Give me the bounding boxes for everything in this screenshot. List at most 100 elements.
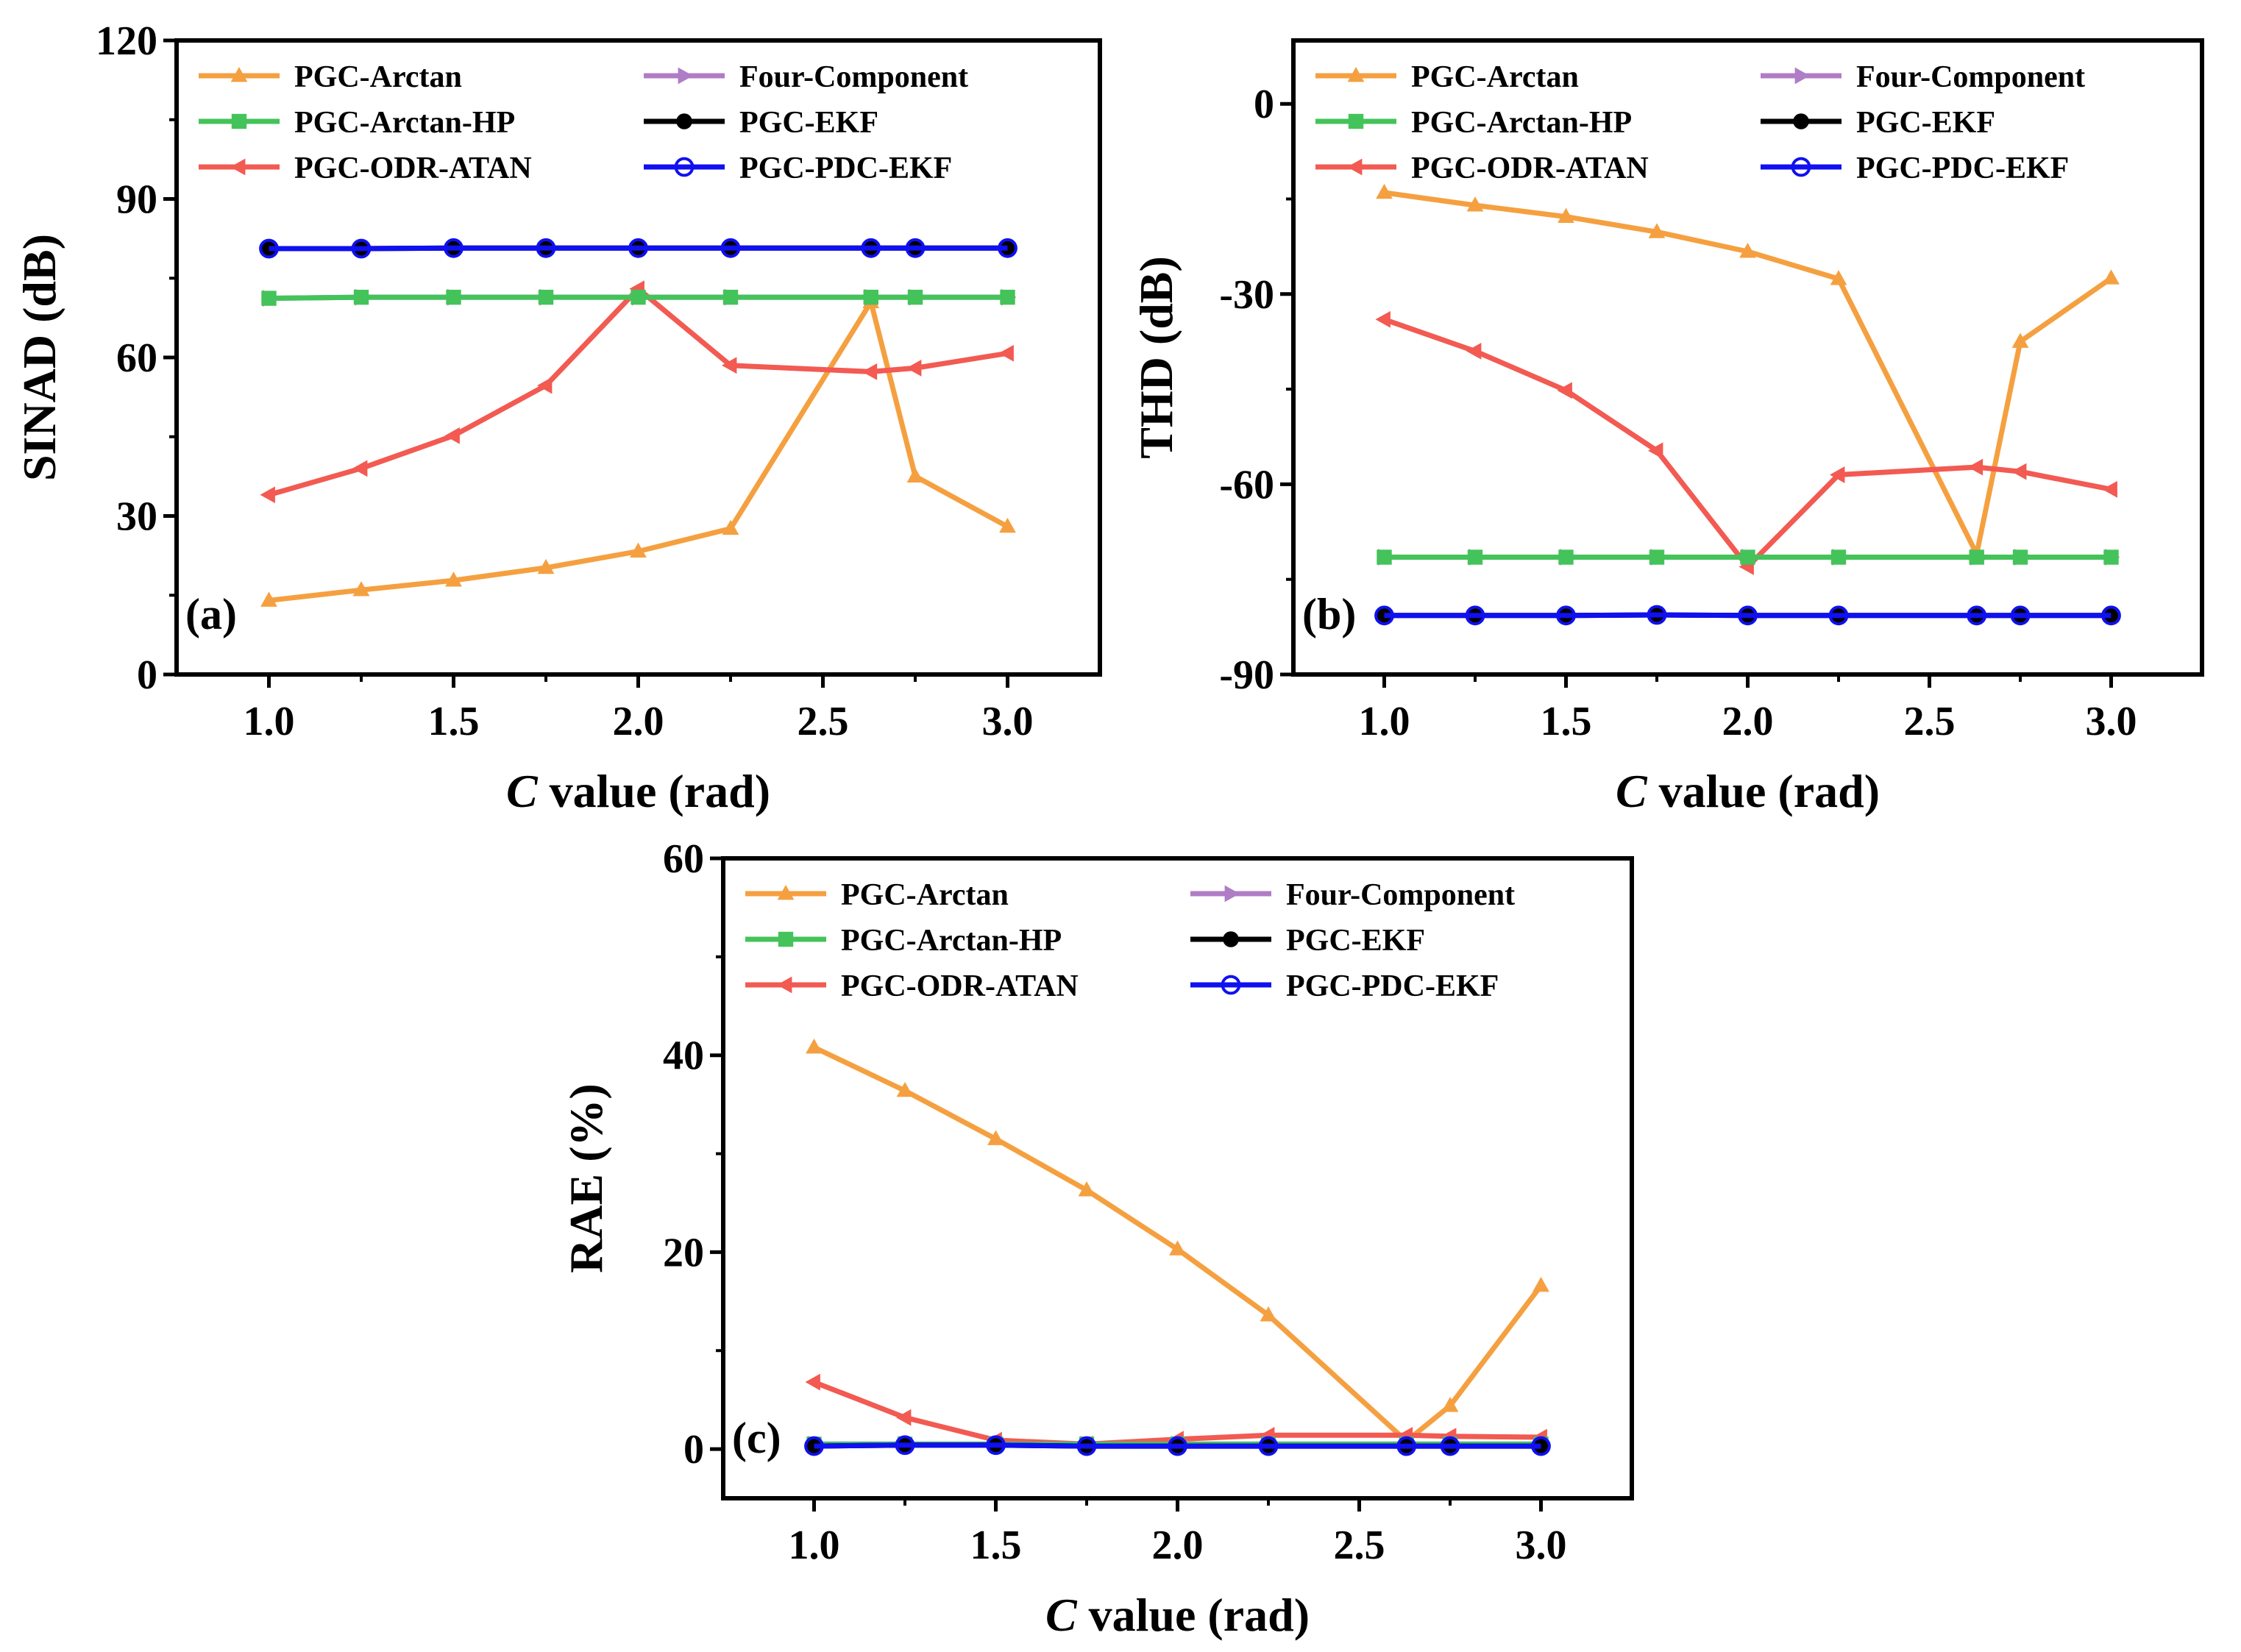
data-point (1376, 183, 1393, 199)
legend-label: PGC-EKF (1286, 924, 1425, 958)
data-point (896, 1081, 914, 1097)
legend-item: PGC-EKF (1761, 106, 1995, 140)
x-tick-label: 2.0 (613, 699, 664, 744)
data-point (1466, 342, 1482, 360)
data-point (1374, 605, 1394, 626)
series-pgc-odr-atan (1375, 310, 2117, 575)
y-axis-title: SINAD (dB) (13, 234, 65, 481)
legend-marker (678, 67, 693, 85)
data-point (538, 289, 554, 305)
x-tick-label: 1.0 (789, 1523, 840, 1568)
data-point (1557, 382, 1572, 399)
data-point (806, 1038, 823, 1054)
data-point (1169, 1240, 1186, 1256)
y-tick-label: -30 (1219, 272, 1274, 318)
series-line (1383, 316, 2112, 569)
series-pgc-pdc-ekf (1374, 605, 2121, 626)
y-tick-label: 0 (137, 652, 157, 698)
data-point (351, 238, 372, 259)
data-point (259, 238, 279, 259)
data-point (2012, 549, 2028, 565)
data-point (1260, 1306, 1277, 1322)
panel-label: (c) (732, 1414, 781, 1462)
data-point (861, 238, 881, 258)
data-point (1465, 605, 1485, 626)
data-point (1967, 605, 1987, 626)
data-point (1396, 1436, 1417, 1456)
legend-item: PGC-ODR-ATAN (745, 969, 1079, 1003)
data-point (446, 289, 461, 305)
x-tick-label: 1.5 (970, 1523, 1022, 1568)
legend-label: PGC-ODR-ATAN (1411, 152, 1649, 185)
data-point (2102, 480, 2117, 498)
legend-marker (1347, 158, 1363, 176)
data-point (1647, 605, 1667, 625)
x-tick-label: 2.5 (1904, 699, 1956, 744)
data-point (1556, 605, 1576, 626)
data-point (2103, 549, 2119, 565)
legend-label: PGC-PDC-EKF (739, 152, 952, 185)
legend-item: Four-Component (644, 60, 968, 94)
legend-marker (1348, 113, 1364, 129)
x-tick-label: 1.0 (1359, 699, 1410, 744)
series-line (268, 286, 1009, 498)
data-point (444, 238, 464, 258)
legend-item: PGC-Arctan (745, 878, 1009, 912)
legend-item: PGC-PDC-EKF (1190, 969, 1499, 1003)
data-point (1969, 549, 1984, 565)
data-point (1739, 243, 1756, 258)
legend-marker (674, 157, 695, 177)
panel-label: (a) (185, 590, 237, 638)
legend-marker (778, 931, 794, 947)
series-line (814, 1442, 1541, 1449)
series-pgc-arctan (1376, 183, 2120, 560)
x-axis-title: C value (rad) (1616, 765, 1880, 817)
legend-marker (230, 67, 248, 82)
chart-panel-b: 1.0 1.5 2.0 2.5 3.0 -90 -60 -30 0 C value (rad) TH… (1130, 38, 2204, 817)
legend-item: PGC-EKF (1190, 924, 1425, 958)
data-point (722, 519, 739, 535)
data-point (1258, 1436, 1279, 1456)
legend-marker (777, 885, 795, 900)
x-tick-label: 1.0 (244, 699, 295, 744)
y-tick-label: -90 (1219, 652, 1274, 698)
data-point (631, 289, 646, 305)
legend-marker (777, 976, 792, 994)
legend-item: PGC-EKF (644, 106, 878, 140)
y-tick-label: 60 (663, 836, 704, 882)
data-point (352, 460, 368, 477)
legend-item: PGC-PDC-EKF (644, 152, 952, 185)
data-point (1967, 458, 1983, 476)
data-point (2011, 463, 2027, 480)
x-axis-title: C value (rad) (506, 765, 770, 817)
legend-marker (230, 158, 246, 176)
series-line (269, 245, 1008, 252)
data-point (895, 1435, 915, 1456)
legend-label: PGC-Arctan-HP (841, 924, 1062, 958)
legend: PGC-Arctan Four-Component PGC-Arctan-HP PGC… (745, 878, 1515, 1003)
x-tick-label: 2.5 (1334, 1523, 1385, 1568)
x-tick-label: 3.0 (1516, 1523, 1567, 1568)
data-point (906, 467, 924, 483)
legend-marker (676, 113, 692, 129)
legend-item: PGC-Arctan-HP (745, 924, 1062, 958)
data-point (1440, 1436, 1460, 1456)
data-point (805, 1373, 820, 1391)
legend-label: PGC-PDC-EKF (1856, 152, 2069, 185)
y-tick-label: 120 (96, 18, 157, 64)
legend-label: PGC-ODR-ATAN (294, 152, 532, 185)
data-point (896, 1409, 912, 1426)
data-point (1168, 1436, 1187, 1456)
chart-panel-a: 1.0 1.5 2.0 2.5 3.0 0 30 60 90 120 C value (rad) SI… (13, 18, 1102, 817)
legend-item: Four-Component (1190, 878, 1515, 912)
data-point (987, 1130, 1004, 1145)
legend-label: PGC-Arctan (1411, 60, 1579, 94)
data-point (260, 486, 275, 504)
data-point (998, 344, 1014, 362)
data-point (1531, 1436, 1551, 1456)
data-point (537, 558, 555, 574)
y-tick-label: 40 (663, 1033, 704, 1079)
legend-item: PGC-Arctan (1315, 60, 1579, 94)
y-tick-label: 90 (116, 177, 157, 223)
legend-item: PGC-PDC-EKF (1761, 152, 2069, 185)
